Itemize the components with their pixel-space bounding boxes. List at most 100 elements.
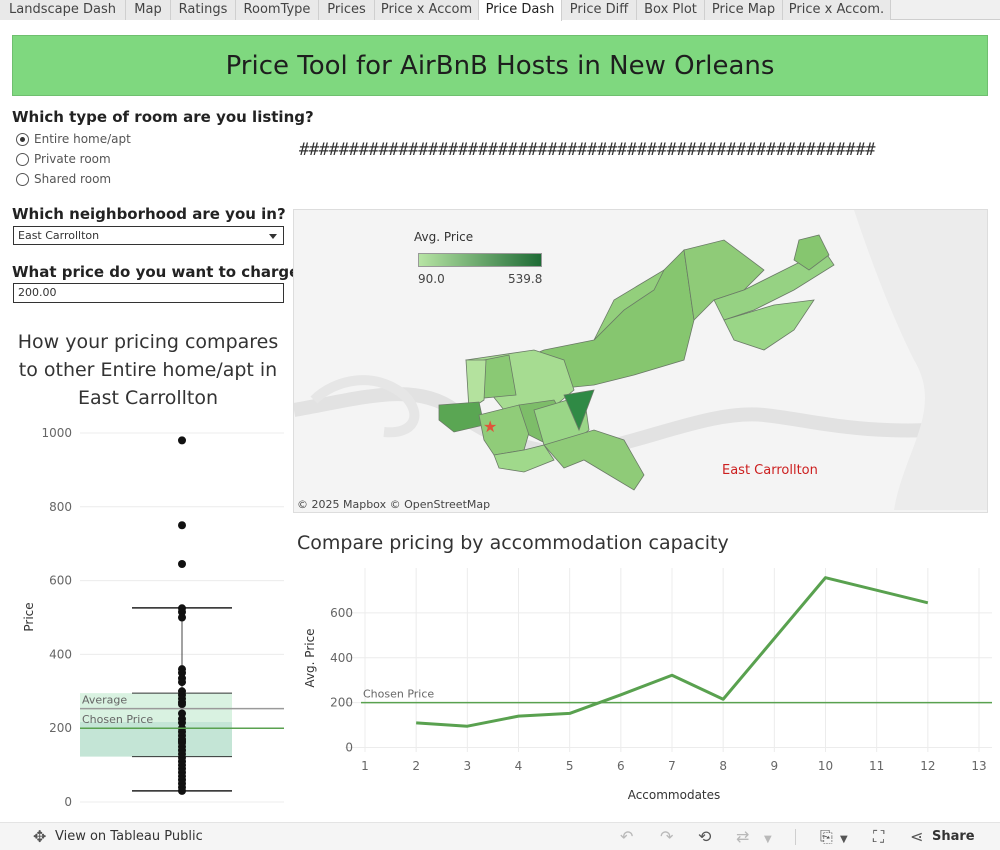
neighborhood-shape[interactable]	[543, 429, 645, 491]
y-tick-label: 0	[64, 795, 72, 809]
data-point[interactable]	[178, 668, 186, 677]
redo-icon[interactable]: ↷	[660, 827, 674, 846]
map-legend-min: 90.0	[418, 272, 445, 286]
radio-unselected-icon[interactable]	[16, 153, 29, 166]
tableau-toolbar: ✥ View on Tableau Public ↶ ↷ ⟲ ⇄ ▼ ⎘ ▼ ⛶…	[0, 822, 1000, 850]
radio-label: Private room	[34, 152, 111, 166]
map-legend-ramp	[418, 253, 542, 267]
tab-price-x-accom[interactable]: Price x Accom	[375, 0, 479, 20]
neighborhood-map[interactable]: ★ Avg. Price 90.0 539.8 East Carrollton …	[293, 209, 988, 513]
data-point[interactable]	[178, 709, 186, 718]
x-tick-label: 5	[566, 759, 574, 773]
y-tick-label: 200	[330, 696, 353, 710]
tab-price-x-accom-2[interactable]: Price x Accom.	[783, 0, 891, 20]
radio-label: Shared room	[34, 172, 112, 186]
data-point[interactable]	[178, 559, 186, 568]
x-tick-label: 8	[719, 759, 727, 773]
boxplot-chart[interactable]: 0 200 400 600 800 1000 Price Average Chosen Pric…	[12, 420, 287, 815]
x-tick-label: 1	[361, 759, 369, 773]
y-tick-label: 800	[49, 500, 72, 514]
x-tick-label: 10	[818, 759, 833, 773]
x-tick-label: 12	[920, 759, 935, 773]
download-dropdown-icon[interactable]: ▼	[840, 834, 848, 845]
overflow-hash-text: ########################################…	[299, 140, 876, 160]
map-legend-max: 539.8	[508, 272, 543, 286]
tab-price-dash[interactable]: Price Dash	[479, 0, 562, 21]
neighborhood-shape[interactable]	[593, 268, 665, 341]
data-point[interactable]	[178, 436, 186, 445]
map-attribution[interactable]: © 2025 Mapbox © OpenStreetMap	[297, 498, 491, 511]
view-on-tableau-link[interactable]: View on Tableau Public	[55, 829, 203, 844]
y-tick-label: 600	[49, 574, 72, 588]
data-point[interactable]	[178, 521, 186, 530]
line-chart-title: Compare pricing by accommodation capacit…	[297, 532, 729, 554]
y-tick-label: 200	[49, 721, 72, 735]
y-tick-label: 400	[49, 647, 72, 661]
data-point[interactable]	[178, 607, 186, 616]
radio-label: Entire home/apt	[34, 132, 131, 146]
tab-roomtype[interactable]: RoomType	[236, 0, 319, 20]
share-button[interactable]: Share	[932, 829, 975, 844]
dropdown-caret-icon[interactable]	[269, 234, 277, 239]
tab-box-plot[interactable]: Box Plot	[637, 0, 705, 20]
map-legend-title: Avg. Price	[414, 230, 474, 244]
terrain-shape	[854, 210, 987, 510]
neighborhood-value: East Carrollton	[18, 229, 100, 242]
data-point[interactable]	[178, 613, 186, 622]
neighborhood-shape[interactable]	[465, 359, 487, 411]
data-point[interactable]	[178, 786, 186, 795]
tab-landscape-dash[interactable]: Landscape Dash	[0, 0, 126, 20]
neighborhood-shape[interactable]	[493, 444, 555, 473]
data-point[interactable]	[178, 678, 186, 687]
map-selected-label: East Carrollton	[722, 463, 818, 478]
revert-icon[interactable]: ⟲	[698, 827, 712, 846]
radio-unselected-icon[interactable]	[16, 173, 29, 186]
y-tick-label: 600	[330, 606, 353, 620]
neighborhood-dropdown[interactable]: East Carrollton	[13, 226, 284, 245]
x-axis-label: Accommodates	[628, 788, 721, 802]
y-tick-label: 0	[345, 741, 353, 755]
average-label: Average	[82, 694, 127, 707]
tab-price-map[interactable]: Price Map	[705, 0, 783, 20]
price-input[interactable]: 200.00	[13, 283, 284, 303]
x-tick-label: 6	[617, 759, 625, 773]
neighborhood-shape[interactable]	[438, 401, 485, 433]
x-tick-label: 13	[971, 759, 986, 773]
refresh-dropdown-icon[interactable]: ▼	[764, 834, 772, 845]
y-tick-label: 1000	[41, 426, 72, 440]
tab-prices[interactable]: Prices	[319, 0, 375, 20]
chosen-price-label: Chosen Price	[363, 688, 434, 701]
x-tick-label: 11	[869, 759, 884, 773]
tableau-logo-icon: ✥	[33, 827, 47, 846]
y-axis-label: Price	[22, 602, 36, 631]
selected-neighborhood-shape[interactable]	[563, 389, 595, 432]
radio-selected-icon[interactable]	[16, 133, 29, 146]
y-tick-label: 400	[330, 651, 353, 665]
box-upper-shape[interactable]	[80, 693, 232, 722]
selected-location-star-icon[interactable]: ★	[483, 417, 497, 436]
x-tick-label: 3	[464, 759, 472, 773]
share-icon[interactable]: ⋖	[910, 827, 924, 846]
river-shape	[294, 387, 987, 460]
map-canvas: ★	[294, 210, 987, 510]
fullscreen-icon[interactable]: ⛶	[873, 827, 885, 846]
box-lower-shape[interactable]	[80, 721, 232, 757]
tab-price-diff[interactable]: Price Diff	[562, 0, 637, 20]
x-tick-label: 4	[515, 759, 523, 773]
refresh-icon[interactable]: ⇄	[736, 827, 750, 846]
undo-icon[interactable]: ↶	[620, 827, 634, 846]
x-tick-label: 9	[771, 759, 779, 773]
boxplot-title: How your pricing compares to other Entir…	[17, 331, 279, 409]
sheet-tab-bar: Landscape Dash Map Ratings RoomType Pric…	[0, 0, 1000, 21]
tab-map[interactable]: Map	[126, 0, 171, 20]
data-point[interactable]	[178, 700, 186, 709]
data-point[interactable]	[178, 718, 186, 727]
tab-ratings[interactable]: Ratings	[171, 0, 236, 20]
neighborhood-shape[interactable]	[723, 299, 815, 351]
download-icon[interactable]: ⎘	[820, 827, 833, 846]
price-question: What price do you want to charge?	[12, 263, 309, 281]
neighborhood-shape[interactable]	[793, 234, 830, 271]
avg-price-series-line[interactable]	[416, 576, 929, 728]
